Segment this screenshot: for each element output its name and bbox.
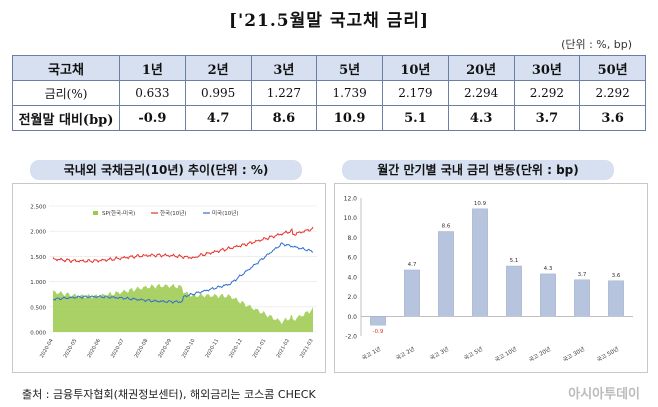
- bar: [574, 279, 590, 317]
- unit-note: (단위 : %, bp): [561, 38, 632, 51]
- bar: [404, 269, 420, 317]
- table-cell: 3.7: [513, 105, 581, 131]
- table-cell: 1.227: [250, 80, 318, 106]
- bar: [608, 280, 624, 317]
- legend-label: 한국(10년): [160, 209, 186, 217]
- table-cell: 0.995: [184, 80, 252, 106]
- y-tick-label: 2.000: [30, 230, 46, 236]
- table-cell: 5.1: [382, 105, 449, 131]
- bar-chart-panel: -2.0 0.0 2.0 4.0 6.0 8.0 10.0 12.0 -0.9 국고 1년 4.7 국…: [334, 183, 648, 373]
- data-label: 5.1: [510, 258, 519, 264]
- watermark-logo: 아시아투데이: [568, 387, 640, 402]
- legend-swatch: [93, 211, 98, 215]
- data-label: 4.7: [408, 262, 417, 268]
- col-header: 2년: [184, 55, 252, 81]
- x-tick-label: 2020-06: [86, 338, 102, 359]
- table-row: 전월말 대비(bp) -0.9 4.7 8.6 10.9 5.1 4.3 3.7…: [12, 105, 646, 131]
- table-row: 금리(%) 0.633 0.995 1.227 1.739 2.179 2.29…: [12, 80, 646, 106]
- bar: [438, 231, 454, 317]
- data-label: 3.6: [612, 273, 621, 279]
- x-tick-label: 2020-07: [110, 338, 126, 359]
- legend-label: SP(한국-미국): [102, 209, 135, 217]
- x-tick-label: 국고 30년: [561, 345, 586, 364]
- x-tick-label: 국고 2년: [394, 345, 416, 362]
- legend-label: 미국(10년): [212, 209, 238, 217]
- table-cell: 8.6: [250, 105, 318, 131]
- y-tick-label: 2.500: [30, 205, 46, 211]
- table-cell: 2.179: [382, 80, 449, 106]
- line-chart-title: 국내외 국채금리(10년) 추이(단위 : %): [30, 160, 302, 180]
- bar: [472, 208, 488, 317]
- y-tick-label: 0.0: [347, 314, 357, 321]
- line-chart: 0.000 0.500 1.000 1.500 2.000 2.500 2020-04 202…: [30, 205, 317, 359]
- data-label: 4.3: [544, 266, 553, 272]
- bar: [370, 316, 386, 326]
- table-cell: 0.633: [119, 80, 186, 106]
- data-label: 8.6: [442, 224, 451, 230]
- series-area-spread: [53, 283, 313, 332]
- page-title: ['21.5월말 국고채 금리]: [228, 11, 429, 31]
- x-tick-label: 국고 3년: [428, 345, 450, 362]
- data-label: 3.7: [578, 272, 587, 278]
- table-cell: 1.739: [316, 80, 383, 106]
- series-line-korea: [52, 226, 314, 264]
- series-line-us: [52, 242, 314, 304]
- table-cell: 2.292: [579, 80, 646, 106]
- col-header: 1년: [119, 55, 186, 81]
- row-label: 금리(%): [12, 80, 120, 106]
- data-label: -0.9: [373, 329, 384, 335]
- y-tick-label: 12.0: [344, 196, 358, 203]
- table-cell: -0.9: [119, 105, 186, 131]
- col-header: 50년: [579, 55, 646, 81]
- table-corner: 국고채: [12, 55, 120, 81]
- x-tick-label: 2021-01: [252, 338, 268, 359]
- table-cell: 2.292: [513, 80, 581, 106]
- y-tick-label: 0.000: [30, 331, 46, 337]
- x-tick-label: 2020-12: [228, 338, 244, 359]
- table-cell: 3.6: [579, 105, 646, 131]
- table-cell: 4.3: [447, 105, 515, 131]
- y-tick-label: 0.500: [30, 305, 46, 311]
- y-tick-label: 6.0: [347, 255, 357, 262]
- x-tick-label: 2020-08: [134, 338, 150, 359]
- y-tick-label: 4.0: [347, 274, 357, 281]
- x-tick-label: 2020-11: [205, 338, 221, 359]
- bar-chart: -2.0 0.0 2.0 4.0 6.0 8.0 10.0 12.0 -0.9 국고 1년 4.7 국…: [344, 196, 633, 364]
- y-tick-label: -2.0: [345, 334, 357, 341]
- table-cell: 4.7: [184, 105, 252, 131]
- x-tick-label: 2020-10: [181, 338, 197, 359]
- y-tick-label: 8.0: [347, 235, 357, 242]
- bar-chart-title: 월간 만기별 국내 금리 변동(단위 : bp): [342, 160, 614, 180]
- x-tick-label: 국고 20년: [527, 345, 552, 364]
- x-tick-label: 2021-03: [299, 338, 315, 359]
- x-tick-label: 국고 10년: [493, 345, 518, 364]
- y-tick-label: 10.0: [344, 215, 358, 222]
- x-tick-label: 2020-04: [39, 338, 55, 359]
- x-tick-label: 2020-09: [157, 338, 173, 359]
- table-cell: 10.9: [316, 105, 383, 131]
- x-tick-label: 국고 50년: [595, 345, 620, 364]
- col-header: 20년: [447, 55, 515, 81]
- y-tick-label: 2.0: [347, 294, 357, 301]
- x-tick-label: 국고 5년: [462, 345, 484, 362]
- col-header: 10년: [382, 55, 449, 81]
- data-label: 10.9: [474, 201, 487, 207]
- bar: [540, 273, 556, 317]
- col-header: 5년: [316, 55, 383, 81]
- rates-table: 국고채 1년 2년 3년 5년 10년 20년 30년 50년 금리(%) 0.…: [12, 55, 646, 131]
- source-note: 출처 : 금융투자협회(채권정보센터), 해외금리는 코스콤 CHECK: [22, 388, 316, 401]
- line-chart-panel: 0.000 0.500 1.000 1.500 2.000 2.500 2020-04 202…: [12, 183, 326, 373]
- x-tick-label: 2021-02: [275, 338, 291, 359]
- bar: [506, 265, 522, 317]
- col-header: 3년: [250, 55, 318, 81]
- x-tick-label: 국고 1년: [360, 345, 382, 362]
- y-tick-label: 1.000: [30, 280, 46, 286]
- row-label: 전월말 대비(bp): [12, 105, 120, 131]
- y-tick-label: 1.500: [30, 255, 46, 261]
- col-header: 30년: [513, 55, 581, 81]
- table-header-row: 국고채 1년 2년 3년 5년 10년 20년 30년 50년: [12, 55, 646, 81]
- x-tick-label: 2020-05: [63, 338, 79, 359]
- table-cell: 2.294: [447, 80, 515, 106]
